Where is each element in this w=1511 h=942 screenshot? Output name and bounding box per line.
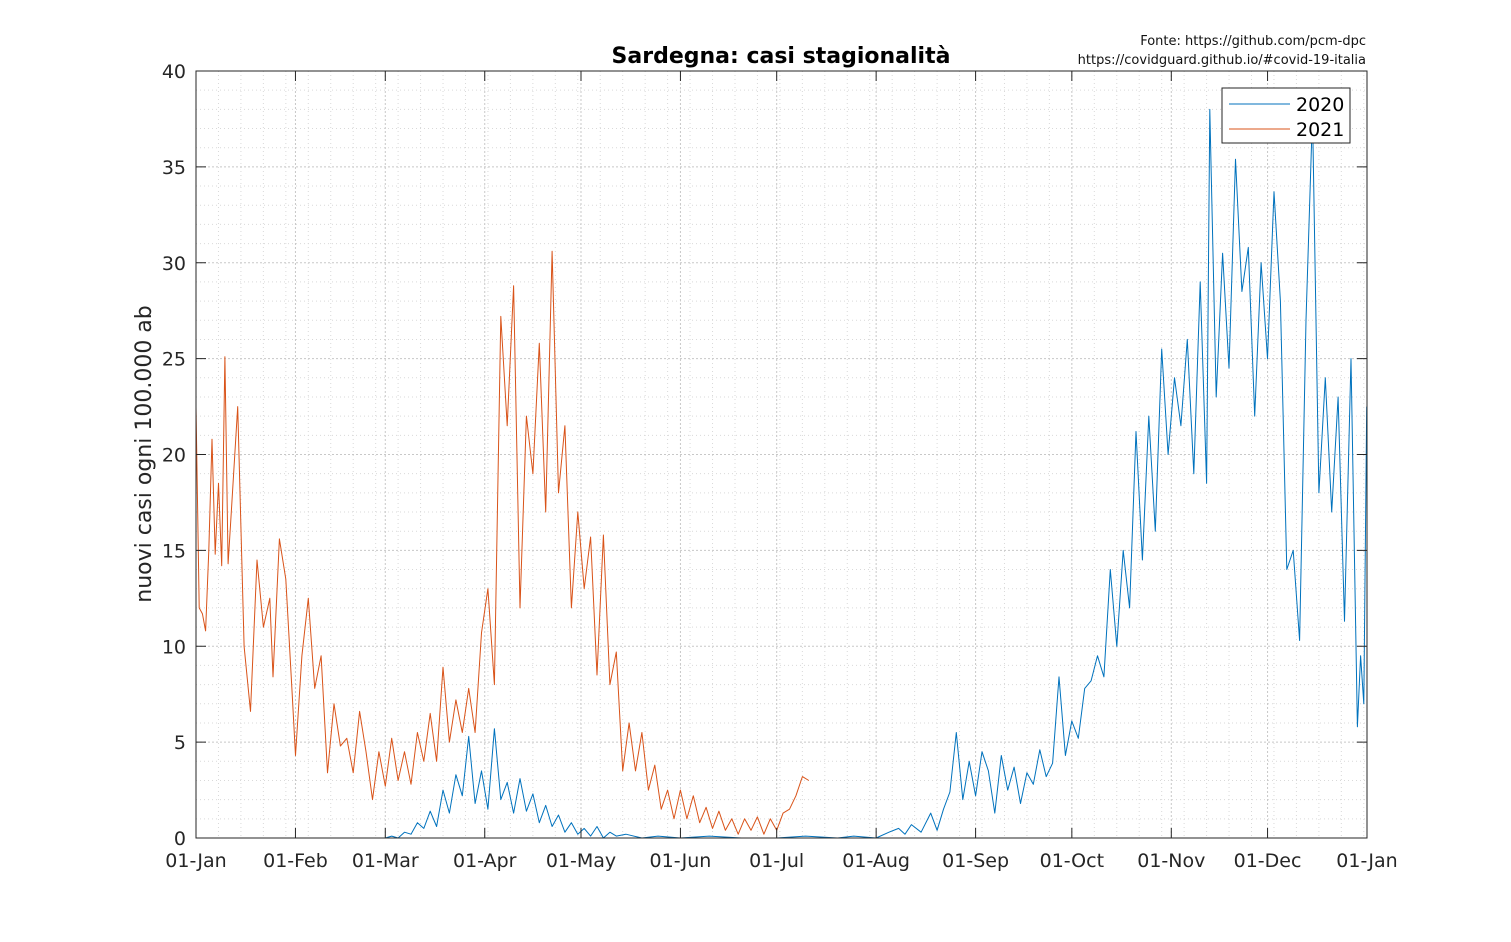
axis-ticks: 0 5 10 15 20 25 30 35 40 01-Jan 01-Feb 01-Mar 01-Apr… <box>162 61 1398 872</box>
series-layer <box>195 108 1368 839</box>
y-tick-label: 15 <box>162 540 186 562</box>
x-tick-label: 01-Jan <box>1336 850 1397 872</box>
x-tick-label: 01-Jul <box>749 850 804 872</box>
x-tick-label: 01-Dec <box>1234 850 1302 872</box>
x-tick-label: 01-Mar <box>352 850 419 872</box>
x-tick-label: 01-May <box>546 850 616 872</box>
legend-label-2021: 2021 <box>1296 119 1344 141</box>
x-tick-label: 01-Feb <box>263 850 328 872</box>
y-tick-label: 30 <box>162 253 186 275</box>
y-tick-label: 40 <box>162 61 186 83</box>
source-line-1: Fonte: https://github.com/pcm-dpc <box>1140 34 1366 49</box>
x-tick-label: 01-Jun <box>650 850 712 872</box>
x-tick-label: 01-Oct <box>1040 850 1104 872</box>
y-tick-label: 25 <box>162 349 186 371</box>
y-tick-label: 10 <box>162 636 186 658</box>
series-line-2021 <box>195 250 810 835</box>
x-tick-label: 01-Jan <box>165 850 226 872</box>
y-tick-label: 0 <box>174 828 186 850</box>
series-line-2020 <box>385 108 1368 839</box>
x-tick-label: 01-Sep <box>942 850 1009 872</box>
y-tick-label: 5 <box>174 732 186 754</box>
y-axis-label: nuovi casi ogni 100.000 ab <box>132 305 157 603</box>
x-tick-label: 01-Nov <box>1137 850 1205 872</box>
x-tick-label: 01-Aug <box>842 850 910 872</box>
chart-title: Sardegna: casi stagionalità <box>612 44 951 69</box>
legend: 2020 2021 <box>1221 87 1351 144</box>
grid <box>195 70 1368 839</box>
x-tick-label: 01-Apr <box>453 850 517 872</box>
legend-label-2020: 2020 <box>1296 94 1344 116</box>
source-line-2: https://covidguard.github.io/#covid-19-i… <box>1077 53 1366 68</box>
legend-box <box>1221 87 1351 144</box>
y-tick-label: 20 <box>162 445 186 467</box>
y-tick-label: 35 <box>162 157 186 179</box>
